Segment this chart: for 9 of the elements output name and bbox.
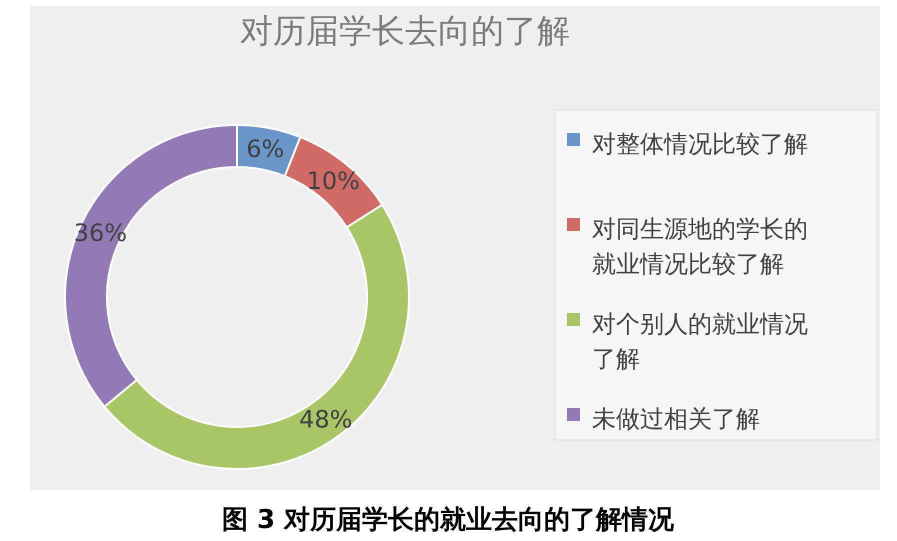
legend-label: 未做过相关了解: [592, 405, 760, 434]
caption: 图 3 对历届学长的就业去向的了解情况: [222, 505, 676, 535]
data-label: 10%: [306, 167, 360, 196]
legend-label: 对同生源地的学长的就业情况比较了解: [592, 215, 808, 278]
legend-label: 对整体情况比较了解: [592, 130, 808, 158]
data-label: 48%: [299, 406, 352, 434]
data-label: 6%: [246, 135, 284, 164]
chart-title: 对历届学长去向的了解: [240, 11, 570, 50]
legend-label: 对个别人的就业情况了解: [592, 310, 808, 373]
